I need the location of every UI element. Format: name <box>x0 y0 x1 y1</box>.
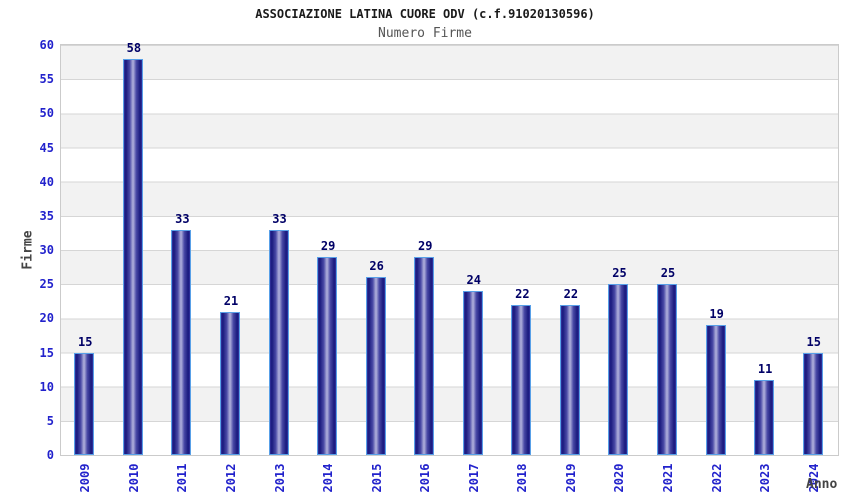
bar-value-2018: 22 <box>515 286 530 301</box>
bar-2017 <box>462 291 483 455</box>
bar-2013 <box>268 229 289 455</box>
bar-value-2010: 58 <box>126 40 142 55</box>
x-tick-2015: 2015 <box>369 463 384 493</box>
x-tick-2014: 2014 <box>321 463 336 493</box>
bar-value-2017: 24 <box>466 273 481 287</box>
bar-2019 <box>559 304 580 455</box>
x-tick-2022: 2022 <box>709 463 724 493</box>
y-tick-45: 45 <box>39 140 54 155</box>
y-tick-5: 5 <box>46 413 54 428</box>
bar-value-2014: 29 <box>320 238 336 253</box>
x-tick-2018: 2018 <box>515 463 530 493</box>
bar-2023 <box>754 379 775 455</box>
x-tick-2019: 2019 <box>563 463 578 493</box>
bar-value-2015: 26 <box>369 259 384 274</box>
bar-value-2021: 25 <box>660 266 676 281</box>
chart-subtitle: Numero Firme <box>378 26 472 41</box>
x-tick-2013: 2013 <box>272 463 287 493</box>
bar-2009 <box>74 352 95 455</box>
y-tick-10: 10 <box>39 379 54 394</box>
bar-2014 <box>317 256 338 455</box>
x-tick-2023: 2023 <box>758 463 773 493</box>
bar-2018 <box>511 304 532 455</box>
y-tick-55: 55 <box>39 72 54 87</box>
y-tick-0: 0 <box>46 448 54 462</box>
plot-area: 15 58 33 21 33 29 26 29 24 22 22 25 25 19 11 15 <box>60 41 839 456</box>
bar-value-2013: 33 <box>272 211 287 226</box>
y-tick-35: 35 <box>39 208 54 223</box>
x-tick-2010: 2010 <box>126 463 141 493</box>
bar-2010 <box>122 58 143 455</box>
x-tick-2009: 2009 <box>78 463 93 493</box>
bar-value-2023: 11 <box>757 361 773 376</box>
bar-2024 <box>802 352 823 455</box>
bar-value-2024: 15 <box>806 334 821 349</box>
x-tick-2020: 2020 <box>612 463 627 493</box>
x-axis-title: Anno <box>806 477 838 492</box>
x-tick-2016: 2016 <box>418 463 433 493</box>
y-tick-40: 40 <box>39 174 54 189</box>
bar-value-2012: 21 <box>223 293 239 308</box>
x-tick-2017: 2017 <box>466 463 481 493</box>
y-tick-50: 50 <box>39 106 54 121</box>
y-tick-25: 25 <box>39 277 54 292</box>
bar-value-2009: 15 <box>78 334 93 349</box>
bar-value-2019: 22 <box>563 286 579 301</box>
bar-2021 <box>657 284 678 455</box>
y-tick-15: 15 <box>39 345 54 360</box>
bar-value-2022: 19 <box>709 307 724 322</box>
bar-value-2020: 25 <box>612 266 627 281</box>
x-tick-2012: 2012 <box>223 463 238 493</box>
bar-value-2016: 29 <box>417 238 433 253</box>
bar-2011 <box>171 229 192 455</box>
bar-2015 <box>365 277 386 455</box>
x-tick-2021: 2021 <box>661 463 676 493</box>
chart-title: ASSOCIAZIONE LATINA CUORE ODV (c.f.91020… <box>255 7 595 21</box>
y-tick-30: 30 <box>39 243 54 257</box>
y-tick-20: 20 <box>39 311 54 326</box>
bar-2016 <box>414 256 435 455</box>
bar-value-2011: 33 <box>175 211 190 226</box>
bar-2012 <box>219 311 240 455</box>
y-tick-60: 60 <box>39 38 54 52</box>
bar-2020 <box>608 284 629 455</box>
bar-2022 <box>705 325 726 455</box>
x-tick-2011: 2011 <box>175 463 190 493</box>
